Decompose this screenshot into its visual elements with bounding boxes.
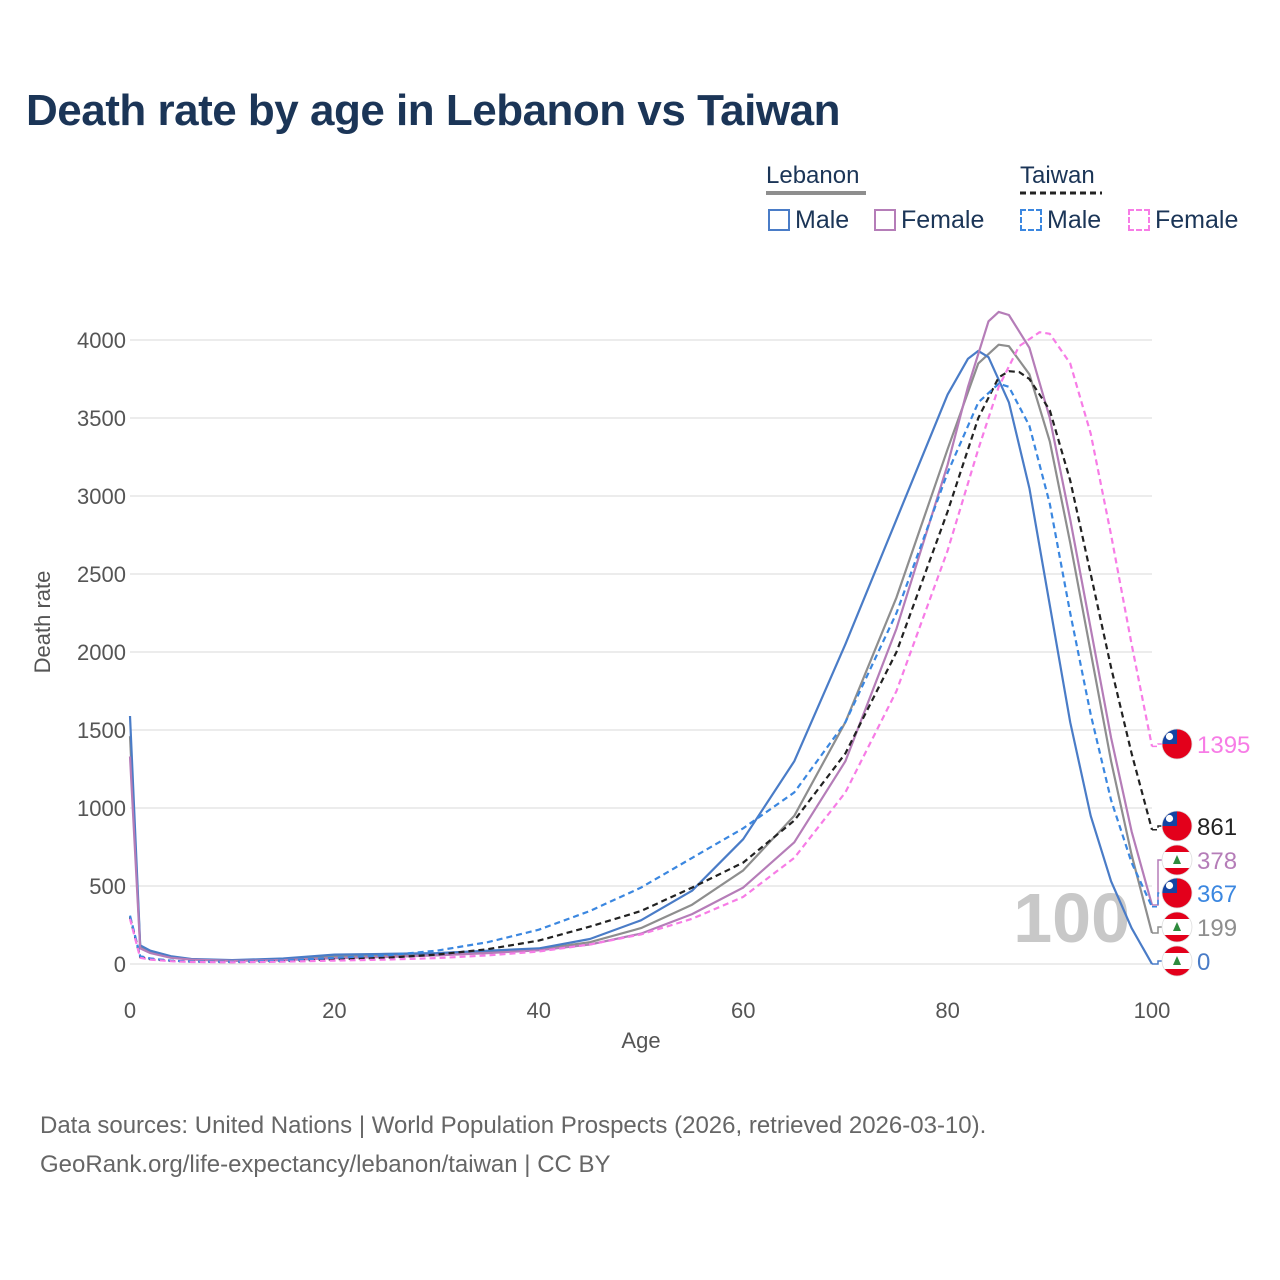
taiwan-flag-icon (1161, 728, 1193, 760)
lebanon-flag-icon (1161, 945, 1193, 977)
x-tick-label: 100 (1134, 998, 1171, 1023)
x-tick-label: 20 (322, 998, 346, 1023)
legend-swatch (1020, 209, 1042, 231)
footer: Data sources: United Nations | World Pop… (40, 1106, 986, 1184)
lebanon-flag-icon (1161, 844, 1193, 876)
series-line-lb-female (128, 310, 1154, 962)
legend-item-female[interactable]: Female (1128, 206, 1238, 235)
lebanon-flag-icon (1161, 911, 1193, 943)
end-connector (1152, 960, 1162, 965)
end-value-label: 0 (1197, 949, 1210, 976)
end-value-label: 367 (1197, 881, 1237, 908)
taiwan-flag-icon (1161, 877, 1193, 909)
series-line-tw-male (128, 382, 1153, 963)
legend-group-title: Taiwan (1020, 162, 1095, 189)
legend-item-label: Female (901, 206, 985, 234)
end-value-label: 199 (1197, 915, 1237, 942)
y-tick-label: 3000 (77, 484, 126, 509)
x-tick-label: 0 (124, 998, 136, 1023)
y-tick-label: 500 (89, 874, 126, 899)
end-value-label: 1395 (1197, 732, 1250, 759)
x-tick-label: 80 (935, 998, 959, 1023)
end-connector (1152, 859, 1162, 906)
legend-group-line (766, 191, 866, 195)
y-tick-label: 1000 (77, 796, 126, 821)
end-connector (1152, 892, 1162, 908)
legend-item-female[interactable]: Female (874, 206, 984, 235)
y-tick-label: 2000 (77, 640, 126, 665)
legend-item-male[interactable]: Male (768, 206, 849, 235)
legend-item-label: Female (1155, 206, 1239, 234)
legend-group-title: Lebanon (766, 162, 860, 189)
end-connector (1152, 825, 1162, 831)
legend-item-label: Male (795, 206, 850, 234)
end-connector (1152, 926, 1162, 934)
y-tick-label: 0 (114, 952, 126, 977)
source-link[interactable]: GeoRank.org/life-expectancy/lebanon/taiw… (40, 1151, 611, 1178)
x-tick-label: 40 (527, 998, 551, 1023)
legend-group-line (1020, 191, 1102, 195)
y-tick-label: 1500 (77, 718, 126, 743)
legend-swatch (768, 209, 790, 231)
y-tick-label: 2500 (77, 562, 126, 587)
legend-item-male[interactable]: Male (1020, 206, 1101, 235)
y-tick-label: 4000 (77, 328, 126, 353)
series-line-lb-male (128, 349, 1153, 965)
x-tick-label: 60 (731, 998, 755, 1023)
chart-title: Death rate by age in Lebanon vs Taiwan (26, 86, 840, 135)
data-source-note: Data sources: United Nations | World Pop… (40, 1112, 987, 1139)
year-watermark: 100 (1013, 879, 1130, 957)
end-connector (1152, 743, 1162, 748)
taiwan-flag-icon (1161, 810, 1193, 842)
legend-swatch (1128, 209, 1150, 231)
legend-item-label: Male (1047, 206, 1102, 234)
series-line-tw-female (128, 331, 1154, 964)
x-axis-title: Age (621, 1028, 660, 1053)
end-value-label: 861 (1197, 814, 1237, 841)
end-value-label: 378 (1197, 848, 1237, 875)
series-line-tw-total (128, 370, 1154, 964)
y-axis-title: Death rate (30, 571, 55, 674)
legend-swatch (874, 209, 896, 231)
y-tick-label: 3500 (77, 406, 126, 431)
